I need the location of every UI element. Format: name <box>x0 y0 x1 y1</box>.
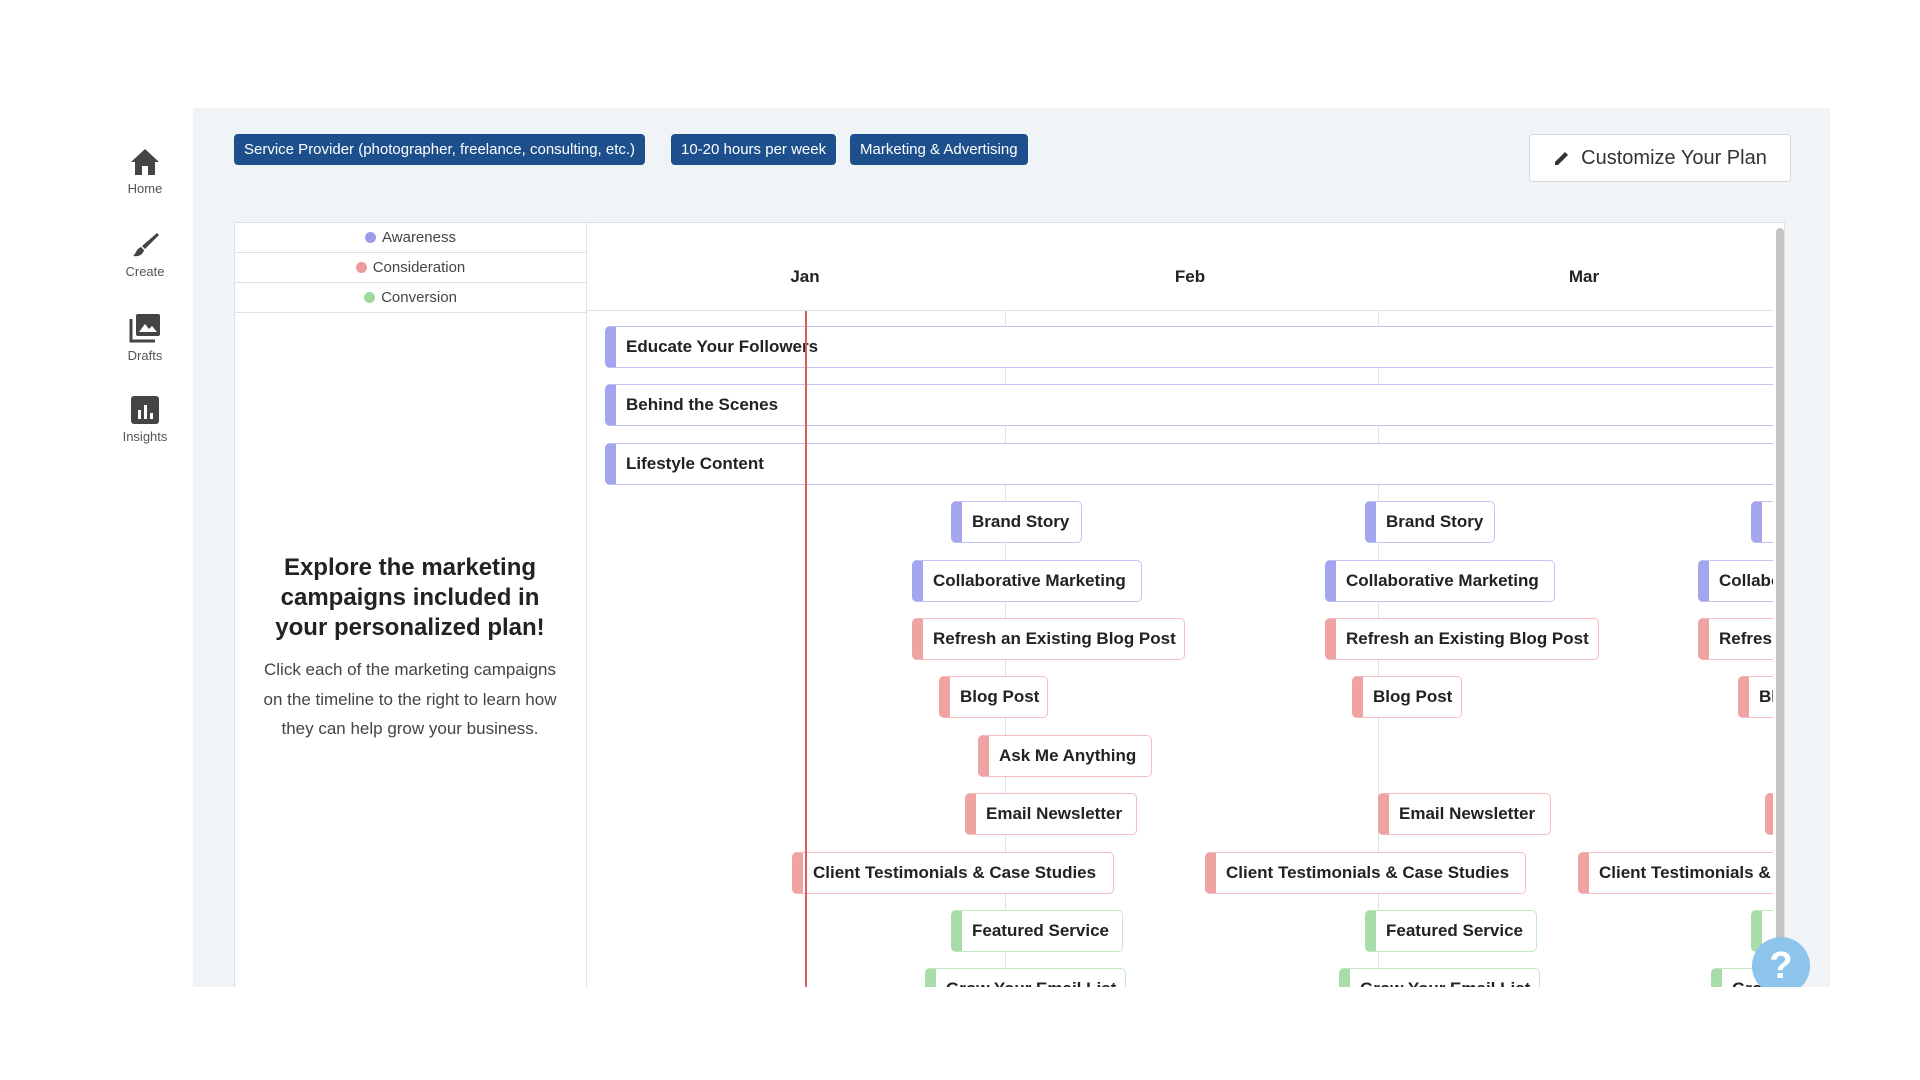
campaign-chip[interactable]: Client Testimonials & Case Studies <box>1205 851 1526 894</box>
campaign-chip[interactable]: Ask Me Anything <box>978 734 1152 777</box>
intro: Explore the marketing campaigns included… <box>255 553 565 744</box>
campaign-chip[interactable]: Behind the Scenes <box>605 384 1773 427</box>
campaign-chip[interactable]: Brand Story <box>1751 501 1773 544</box>
header-line <box>586 310 1773 311</box>
campaign-chip[interactable]: Featured Service <box>1365 910 1537 952</box>
campaign-chip[interactable]: Collaborative Marketing <box>1698 559 1773 602</box>
campaign-chip[interactable]: Client Testimonials & Case Studies <box>792 851 1114 894</box>
nav-home[interactable]: Home <box>110 147 180 196</box>
campaign-chip[interactable]: Collaborative Marketing <box>912 559 1142 602</box>
campaign-chip[interactable]: Refresh an Existing Blog Post <box>1698 618 1773 660</box>
campaign-chip[interactable]: Grow Your Email List <box>925 968 1126 987</box>
nav-insights[interactable]: Insights <box>110 395 180 444</box>
campaign-chip[interactable]: Email Newsletter <box>1765 793 1773 836</box>
campaign-chip[interactable]: Blog Post <box>1352 676 1462 719</box>
legend-label: Awareness <box>382 229 456 246</box>
nav-label: Create <box>125 264 165 279</box>
campaign-chip[interactable]: Brand Story <box>1365 501 1495 544</box>
campaign-chip[interactable]: Featured Service <box>951 910 1123 952</box>
tag: 10-20 hours per week <box>671 134 837 165</box>
pencil-icon <box>1555 152 1569 165</box>
campaign-chip[interactable]: Educate Your Followers <box>605 326 1773 368</box>
help-wrap: ? <box>1752 937 1810 987</box>
nav-drafts[interactable]: Drafts <box>110 312 180 363</box>
nav-label: Home <box>127 181 163 196</box>
intro-title: Explore the marketing campaigns included… <box>275 554 545 641</box>
legend-item: Conversion <box>235 283 586 313</box>
help-button[interactable]: ? <box>1752 937 1810 987</box>
campaign-chip[interactable]: Blog Post <box>939 676 1048 719</box>
button-label: Customize Your Plan <box>1581 146 1767 169</box>
today-marker <box>805 311 807 987</box>
intro-body: Click each of the marketing campaigns on… <box>263 660 557 738</box>
legend-label: Conversion <box>381 289 457 306</box>
campaign-chip[interactable]: Blog Post <box>1738 676 1773 719</box>
campaign-chip[interactable]: Collaborative Marketing <box>1325 559 1555 602</box>
nav-create[interactable]: Create <box>110 230 180 279</box>
customize-button[interactable]: Customize Your Plan <box>1529 134 1791 182</box>
campaign-chip[interactable]: Brand Story <box>951 501 1082 544</box>
campaign-chip[interactable]: Refresh an Existing Blog Post <box>912 618 1185 660</box>
timeline-box: Awareness Consideration Conversion Explo… <box>234 222 1785 987</box>
campaign-chip[interactable]: Client Testimonials & Case Studies <box>1578 851 1773 894</box>
nav-label: Drafts <box>127 348 163 363</box>
campaign-chip[interactable]: Email Newsletter <box>1378 793 1551 836</box>
legend-label: Consideration <box>372 259 466 276</box>
timeline: Jan Feb Mar Educate Your Followers Behind th… <box>586 223 1773 987</box>
campaign-chip[interactable]: Grow Your Email List <box>1339 968 1540 987</box>
legend-item: Consideration <box>235 253 586 283</box>
campaign-chip[interactable]: Lifestyle Content <box>605 442 1773 485</box>
campaign-chip[interactable]: Email Newsletter <box>965 793 1137 836</box>
tag: Service Provider (photographer, freelanc… <box>234 134 646 165</box>
month-label: Mar <box>1568 267 1600 286</box>
legend-item: Awareness <box>235 223 586 253</box>
campaign-chip[interactable]: Refresh an Existing Blog Post <box>1325 618 1599 660</box>
scrollbar[interactable] <box>1776 228 1784 968</box>
left-column: Awareness Consideration Conversion Explo… <box>235 223 587 987</box>
nav-label: Insights <box>122 429 168 444</box>
month-label: Jan <box>790 267 820 286</box>
tag: Marketing & Advertising <box>850 134 1028 165</box>
month-label: Feb <box>1174 267 1206 286</box>
